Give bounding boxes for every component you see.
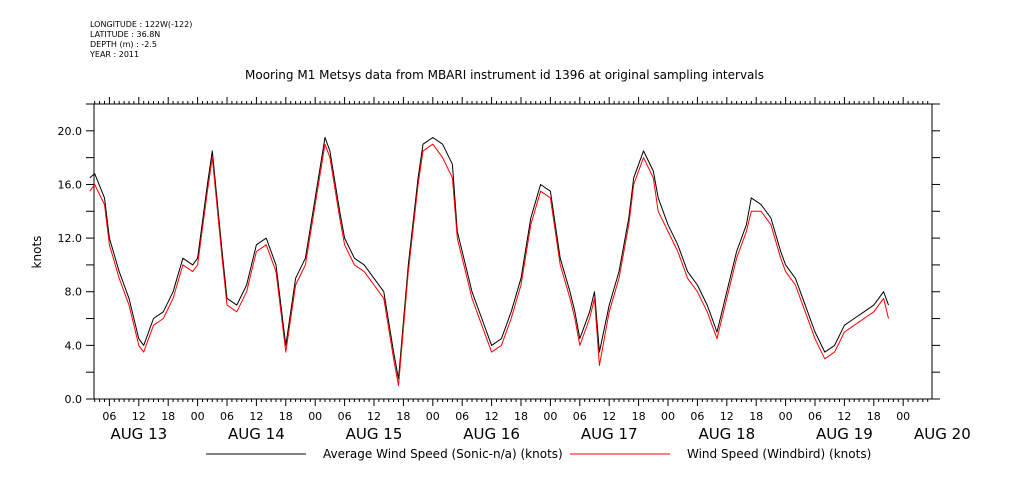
axis-ticks xyxy=(86,97,940,406)
x-tick-label: 18 xyxy=(514,410,528,423)
y-axis-label: knots xyxy=(30,236,44,269)
x-tick-label: 06 xyxy=(338,410,352,423)
y-tick-label: 4.0 xyxy=(65,339,83,352)
x-tick-label: 06 xyxy=(220,410,234,423)
legend: Average Wind Speed (Sonic-n/a) (knots) W… xyxy=(206,447,871,461)
x-tick-label: 00 xyxy=(779,410,793,423)
x-tick-label: 12 xyxy=(367,410,381,423)
legend-label-average: Average Wind Speed (Sonic-n/a) (knots) xyxy=(323,447,563,461)
longitude-text: LONGITUDE : 122W(-122) xyxy=(90,20,193,29)
chart-title: Mooring M1 Metsys data from MBARI instru… xyxy=(245,68,764,82)
x-tick-label: 12 xyxy=(132,410,146,423)
x-tick-label: 00 xyxy=(191,410,205,423)
x-tick-label: 18 xyxy=(161,410,175,423)
date-label: AUG 13 xyxy=(110,425,167,443)
x-tick-label: 06 xyxy=(808,410,822,423)
x-tick-label: 18 xyxy=(279,410,293,423)
date-label: AUG 20 xyxy=(914,425,971,443)
plot-frame xyxy=(93,103,933,400)
x-tick-label: 00 xyxy=(543,410,557,423)
y-tick-label: 0.0 xyxy=(65,393,83,406)
x-tick-label: 12 xyxy=(249,410,263,423)
date-label: AUG 15 xyxy=(346,425,403,443)
latitude-text: LATITUDE : 36.8N xyxy=(90,30,161,39)
axis-labels: 0.0 4.0 8.0 12.0 16.0 20.0 06 12 18 00 06 12 18 00 06 1… xyxy=(58,125,971,443)
metadata-block: LONGITUDE : 122W(-122) LATITUDE : 36.8N … xyxy=(90,20,192,60)
x-tick-label: 00 xyxy=(661,410,675,423)
x-tick-label: 12 xyxy=(602,410,616,423)
legend-label-windbird: Wind Speed (Windbird) (knots) xyxy=(687,447,871,461)
x-tick-label: 06 xyxy=(573,410,587,423)
series-line-windbird-wind-speed xyxy=(89,143,889,387)
x-tick-label: 18 xyxy=(396,410,410,423)
y-tick-label: 16.0 xyxy=(58,178,83,191)
x-tick-label: 00 xyxy=(896,410,910,423)
y-tick-label: 20.0 xyxy=(58,125,83,138)
date-label: AUG 14 xyxy=(228,425,285,443)
x-tick-label: 00 xyxy=(308,410,322,423)
x-tick-label: 00 xyxy=(426,410,440,423)
series-line-average-wind-speed xyxy=(89,137,889,380)
x-tick-label: 06 xyxy=(102,410,116,423)
x-tick-label: 12 xyxy=(485,410,499,423)
y-tick-label: 12.0 xyxy=(58,232,83,245)
date-label: AUG 19 xyxy=(816,425,873,443)
x-tick-label: 18 xyxy=(632,410,646,423)
depth-text: DEPTH (m) : -2.5 xyxy=(90,40,157,49)
x-tick-label: 18 xyxy=(749,410,763,423)
date-label: AUG 16 xyxy=(463,425,520,443)
x-tick-label: 06 xyxy=(455,410,469,423)
series-lines xyxy=(89,137,889,387)
x-tick-label: 12 xyxy=(837,410,851,423)
x-tick-label: 06 xyxy=(690,410,704,423)
year-text: YEAR : 2011 xyxy=(90,50,140,59)
x-tick-label: 12 xyxy=(720,410,734,423)
y-tick-label: 8.0 xyxy=(65,286,83,299)
x-tick-label: 18 xyxy=(867,410,881,423)
date-label: AUG 17 xyxy=(581,425,638,443)
date-label: AUG 18 xyxy=(698,425,755,443)
